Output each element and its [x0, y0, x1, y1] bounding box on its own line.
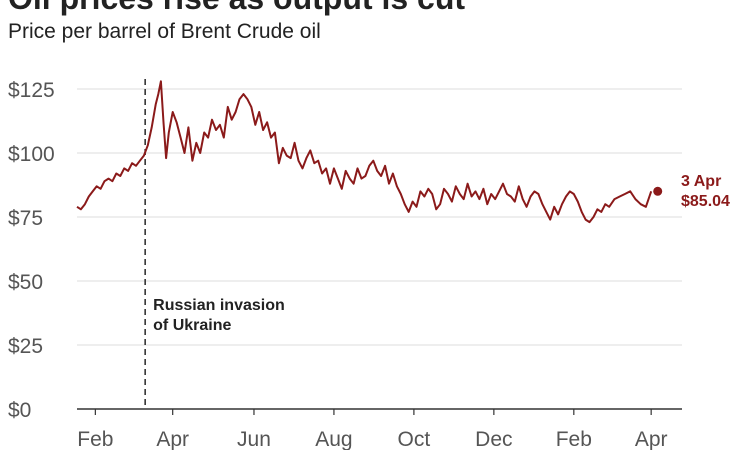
- chart-title: Oil prices rise as output is cut: [8, 0, 465, 17]
- x-tick-label: Jun: [237, 428, 271, 450]
- y-tick-label: $125: [8, 79, 55, 102]
- x-tick-label: Apr: [156, 428, 189, 450]
- chart-subtitle: Price per barrel of Brent Crude oil: [8, 20, 321, 43]
- end-date-label: 3 Apr: [681, 173, 721, 190]
- x-tick-label: Oct: [398, 428, 431, 450]
- end-point-marker: [653, 186, 663, 196]
- x-tick-label: Feb: [77, 428, 113, 450]
- y-tick-label: $100: [8, 143, 55, 166]
- y-tick-label: $0: [8, 399, 31, 422]
- y-tick-label: $25: [8, 335, 43, 358]
- price-line-brent: [76, 80, 653, 224]
- end-value-label: $85.04: [681, 193, 730, 210]
- x-tick-label: Apr: [635, 428, 668, 450]
- invasion-label-line1: Russian invasion: [153, 297, 285, 314]
- x-tick-label: Feb: [556, 428, 592, 450]
- x-tick-label: Dec: [475, 428, 512, 450]
- y-tick-label: $75: [8, 207, 43, 230]
- invasion-label-line2: of Ukraine: [153, 317, 231, 334]
- x-tick-label: Aug: [315, 428, 352, 450]
- y-tick-label: $50: [8, 271, 43, 294]
